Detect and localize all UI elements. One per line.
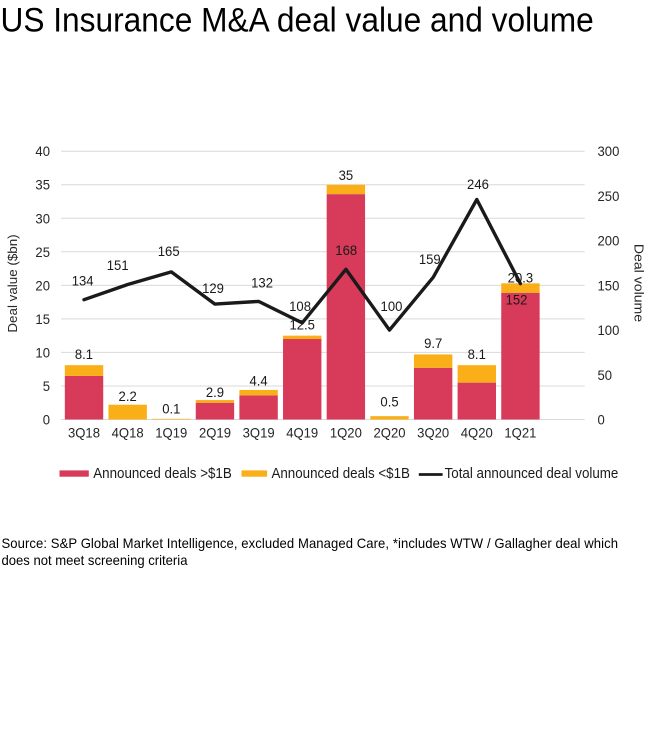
svg-text:159: 159 [419,252,441,268]
svg-text:0.5: 0.5 [380,394,398,410]
svg-text:30: 30 [35,211,50,227]
svg-text:152: 152 [506,292,528,308]
svg-text:150: 150 [598,278,620,294]
svg-text:4.4: 4.4 [250,373,269,389]
svg-text:5: 5 [43,379,50,395]
svg-text:100: 100 [381,299,403,315]
svg-text:20: 20 [35,278,50,294]
svg-text:168: 168 [335,243,357,259]
svg-text:0: 0 [43,412,51,428]
svg-text:Deal volume: Deal volume [632,244,646,322]
svg-text:15: 15 [35,311,50,327]
svg-text:165: 165 [158,244,180,260]
svg-text:4Q19: 4Q19 [286,425,318,441]
svg-text:Announced deals <$1B: Announced deals <$1B [271,465,410,482]
svg-text:10: 10 [35,345,50,361]
svg-text:0.1: 0.1 [162,401,180,417]
svg-text:8.1: 8.1 [468,347,486,363]
svg-text:1Q21: 1Q21 [504,425,536,441]
svg-text:Total announced deal volume: Total announced deal volume [445,465,619,482]
svg-text:3Q20: 3Q20 [417,425,449,441]
svg-text:129: 129 [202,281,224,297]
svg-text:2Q20: 2Q20 [374,425,406,441]
svg-text:12.5: 12.5 [289,317,314,333]
svg-text:151: 151 [107,258,129,274]
svg-text:50: 50 [598,367,613,383]
svg-text:100: 100 [598,323,620,339]
svg-text:Deal value ($bn): Deal value ($bn) [6,234,20,332]
svg-text:4Q18: 4Q18 [112,425,144,441]
svg-text:132: 132 [251,275,273,291]
svg-text:1Q19: 1Q19 [155,425,187,441]
svg-text:0: 0 [598,412,606,428]
svg-text:200: 200 [598,233,620,249]
svg-text:Source: S&P Global Market Inte: Source: S&P Global Market Intelligence, … [1,536,617,552]
svg-text:300: 300 [598,144,620,160]
svg-text:1Q20: 1Q20 [330,425,362,441]
svg-text:35: 35 [339,168,354,184]
svg-text:3Q19: 3Q19 [243,425,275,441]
svg-text:40: 40 [35,144,50,160]
svg-text:134: 134 [72,273,94,289]
svg-text:9.7: 9.7 [424,336,442,352]
svg-text:108: 108 [289,299,311,315]
svg-text:does not meet screening criter: does not meet screening criteria [1,553,187,569]
svg-text:2.9: 2.9 [206,385,224,401]
svg-text:35: 35 [35,177,50,193]
svg-text:25: 25 [35,244,50,260]
svg-text:8.1: 8.1 [75,347,93,363]
svg-text:US Insurance M&A deal value an: US Insurance M&A deal value and volume [0,1,593,39]
svg-text:4Q20: 4Q20 [461,425,493,441]
svg-text:250: 250 [598,188,620,204]
svg-text:20.3: 20.3 [508,270,533,286]
svg-text:2.2: 2.2 [119,389,137,405]
svg-text:3Q18: 3Q18 [68,425,100,441]
svg-text:Announced deals >$1B: Announced deals >$1B [93,465,232,482]
svg-text:2Q19: 2Q19 [199,425,231,441]
svg-text:246: 246 [467,177,489,193]
